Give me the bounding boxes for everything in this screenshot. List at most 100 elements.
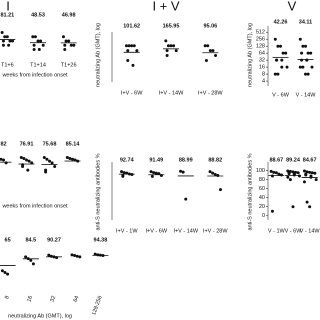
data-point bbox=[41, 43, 45, 47]
data-point bbox=[286, 175, 290, 179]
data-point bbox=[276, 44, 280, 48]
mean-label: 101.62 bbox=[123, 23, 140, 29]
data-point bbox=[29, 258, 33, 262]
data-point bbox=[24, 255, 28, 259]
data-point bbox=[203, 44, 207, 48]
data-point bbox=[49, 254, 53, 258]
data-point bbox=[33, 35, 37, 39]
data-point bbox=[291, 170, 295, 174]
data-point bbox=[304, 72, 307, 76]
data-point bbox=[301, 44, 305, 48]
data-point bbox=[166, 44, 170, 48]
data-point bbox=[181, 170, 185, 174]
data-point bbox=[301, 65, 305, 69]
data-point bbox=[310, 171, 314, 175]
data-point bbox=[126, 58, 130, 62]
data-point bbox=[305, 58, 309, 62]
data-point bbox=[169, 44, 173, 48]
mean-label: 92.74 bbox=[120, 157, 135, 163]
data-point bbox=[298, 174, 301, 178]
data-point bbox=[214, 54, 218, 58]
data-point bbox=[310, 65, 314, 69]
data-point bbox=[31, 262, 35, 266]
data-point bbox=[93, 252, 97, 256]
data-point bbox=[302, 180, 306, 184]
data-point bbox=[172, 44, 176, 48]
mean-label: 85.14 bbox=[66, 141, 81, 147]
data-point bbox=[280, 173, 284, 177]
x-tick-label: I+V - 6W bbox=[121, 90, 143, 96]
data-point bbox=[68, 157, 72, 161]
data-point bbox=[0, 31, 4, 34]
data-point bbox=[276, 72, 280, 76]
data-point bbox=[314, 178, 318, 182]
data-point bbox=[3, 270, 7, 274]
data-point bbox=[287, 172, 291, 176]
mean-label: 82 bbox=[0, 141, 6, 147]
data-point bbox=[135, 49, 139, 53]
data-point bbox=[47, 253, 51, 257]
y-tick-label: 8 bbox=[262, 72, 265, 78]
x-tick-label: 128-256 bbox=[91, 295, 104, 316]
data-point bbox=[11, 39, 15, 43]
data-point bbox=[273, 72, 277, 76]
data-point bbox=[306, 51, 310, 55]
mean-label: 165.95 bbox=[163, 23, 180, 29]
data-point bbox=[69, 43, 73, 47]
column-header: V bbox=[288, 0, 297, 13]
y-axis-title: anti-S neutralizing antibodies % bbox=[95, 153, 101, 230]
mean-label: 42.26 bbox=[274, 19, 288, 25]
data-point bbox=[53, 165, 57, 169]
data-point bbox=[8, 39, 12, 43]
mean-label: 46.98 bbox=[62, 12, 76, 18]
data-point bbox=[304, 44, 307, 48]
y-axis-title: neutralizing Ab (GMT), log bbox=[247, 23, 253, 87]
data-point bbox=[298, 65, 302, 69]
x-tick-label: T1+6 bbox=[1, 62, 14, 68]
y-tick-label: 20 bbox=[259, 204, 265, 210]
data-point bbox=[45, 157, 49, 161]
data-point bbox=[39, 39, 43, 43]
data-point bbox=[22, 157, 26, 161]
x-tick-label: I+V - 14W bbox=[159, 90, 184, 96]
y-axis-title: neutralizing Ab (GMT), log bbox=[95, 23, 101, 87]
data-point bbox=[291, 205, 295, 209]
data-point bbox=[78, 255, 82, 259]
x-tick-label: T1+14 bbox=[30, 62, 46, 68]
data-point bbox=[73, 254, 77, 258]
data-point bbox=[120, 170, 124, 174]
data-point bbox=[270, 209, 274, 213]
x-axis-title: weeks from infection onset bbox=[1, 203, 68, 209]
y-tick-label: 128 bbox=[256, 44, 265, 50]
data-point bbox=[3, 35, 7, 39]
data-point bbox=[127, 44, 131, 48]
data-point bbox=[300, 58, 304, 62]
mean-label: 34.11 bbox=[299, 19, 312, 25]
mean-label: 94.38 bbox=[94, 237, 108, 243]
data-point bbox=[280, 65, 284, 69]
data-point bbox=[300, 51, 304, 55]
data-point bbox=[0, 157, 3, 161]
data-point bbox=[50, 161, 54, 165]
column-header: I bbox=[6, 0, 10, 13]
data-point bbox=[64, 39, 68, 43]
data-point bbox=[216, 173, 220, 177]
x-tick-label: 16 bbox=[26, 295, 34, 303]
data-point bbox=[269, 169, 273, 173]
data-point bbox=[1, 43, 5, 47]
mean-label: 88.99 bbox=[179, 157, 193, 163]
y-tick-label: 4 bbox=[262, 79, 265, 85]
data-point bbox=[5, 35, 9, 39]
data-point bbox=[70, 253, 74, 257]
data-point bbox=[288, 178, 292, 182]
mean-label: 75.68 bbox=[43, 141, 57, 147]
y-tick-label: 60 bbox=[259, 186, 265, 192]
data-point bbox=[296, 171, 300, 175]
data-point bbox=[130, 44, 134, 48]
mean-label: 91.49 bbox=[149, 157, 163, 163]
y-tick-label: 16 bbox=[259, 65, 265, 71]
data-point bbox=[32, 43, 36, 47]
data-point bbox=[313, 171, 317, 175]
mean-label: 90.27 bbox=[47, 237, 61, 243]
